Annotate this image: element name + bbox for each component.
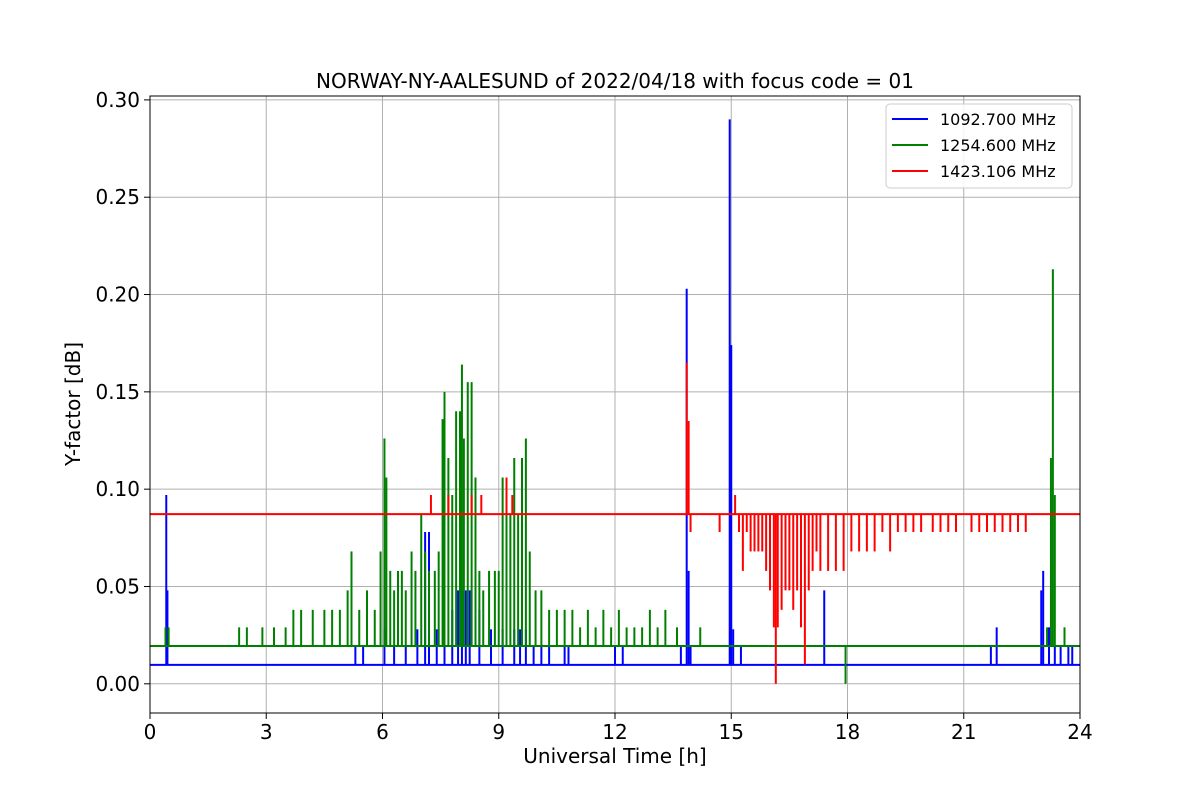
x-axis-label: Universal Time [h] [523,744,706,768]
x-tick-label: 18 [835,720,860,744]
x-tick-label: 9 [492,720,505,744]
x-tick-label: 12 [602,720,627,744]
y-tick-label: 0.00 [95,672,140,696]
legend-entry: 1423.106 MHz [940,162,1056,181]
y-tick-label: 0.30 [95,88,140,112]
legend-box [885,103,1073,189]
x-tick-label: 0 [144,720,157,744]
y-tick-label: 0.25 [95,185,140,209]
y-tick-label: 0.05 [95,574,140,598]
legend-entry: 1092.700 MHz [940,110,1056,129]
series-3 [150,362,1080,684]
series-2 [150,269,1080,684]
series-group [150,119,1080,684]
legend-entry: 1254.600 MHz [940,136,1056,155]
x-tick-label: 21 [951,720,976,744]
x-tick-label: 24 [1067,720,1092,744]
chart-title: NORWAY-NY-AALESUND of 2022/04/18 with fo… [316,69,914,93]
y-axis: 0.00 0.05 0.10 0.15 0.20 0.25 0.30 [95,88,150,696]
x-axis: 0 3 6 9 12 15 18 21 24 [144,713,1093,744]
x-tick-label: 15 [719,720,744,744]
legend: 1092.700 MHz 1254.600 MHz 1423.106 MHz [885,103,1073,189]
y-tick-label: 0.20 [95,283,140,307]
x-tick-label: 6 [376,720,389,744]
y-tick-label: 0.15 [95,380,140,404]
y-tick-label: 0.10 [95,477,140,501]
x-tick-label: 3 [260,720,273,744]
y-axis-label: Y-factor [dB] [61,342,85,467]
